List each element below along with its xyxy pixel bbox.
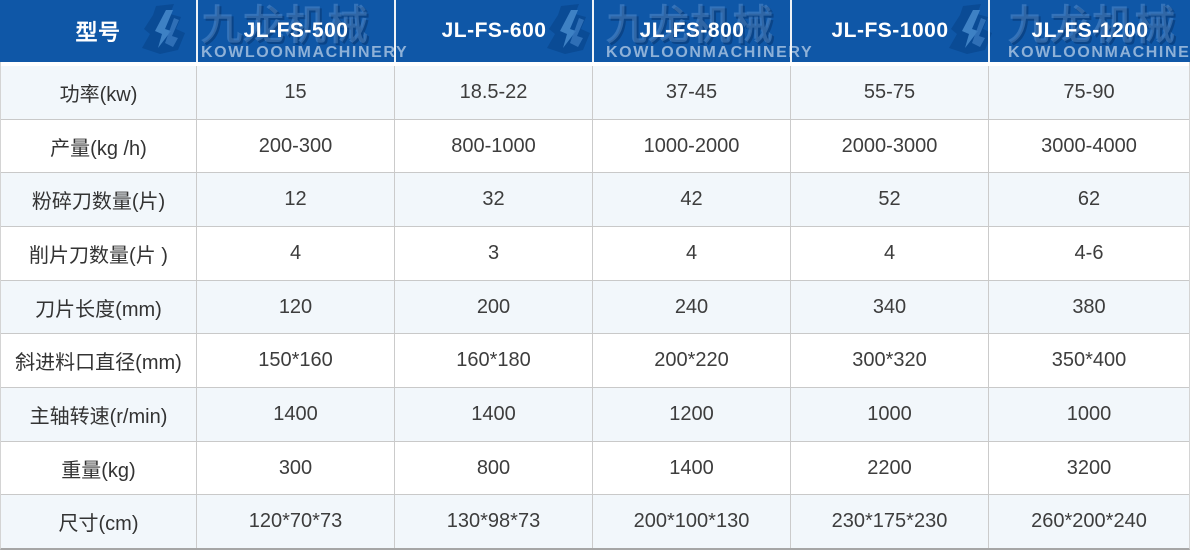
table-row: 粉碎刀数量(片) 12 32 42 52 62	[1, 172, 1189, 227]
spec-value-cell: 200*100*130	[592, 495, 790, 549]
spec-value-cell: 15	[196, 66, 394, 119]
model-column-label: 型号	[75, 20, 121, 45]
table-row: 削片刀数量(片 ) 4 3 4 4 4-6	[1, 226, 1189, 280]
spec-value-cell: 1400	[592, 441, 790, 495]
spec-value-cell: 55-75	[790, 66, 988, 119]
row-label: 斜进料口直径(mm)	[15, 352, 182, 375]
spec-value-cell: 4	[592, 227, 790, 280]
table-row: 功率(kw) 15 18.5-22 37-45 55-75 75-90	[1, 66, 1189, 119]
header-cell-model-label: 型号	[0, 0, 196, 62]
spec-value-cell: 1400	[394, 388, 592, 441]
spec-value-cell: 130*98*73	[394, 495, 592, 549]
spec-value-cell: 1000-2000	[592, 119, 790, 173]
header-cell-model: JL-FS-800	[592, 0, 790, 62]
row-label: 削片刀数量(片 )	[29, 244, 168, 267]
spec-value-cell: 260*200*240	[988, 495, 1189, 549]
model-name: JL-FS-1000	[831, 19, 949, 42]
spec-value-cell: 4-6	[988, 227, 1189, 280]
spec-value-cell: 75-90	[988, 66, 1189, 119]
table-row: 重量(kg) 300 800 1400 2200 3200	[1, 440, 1189, 495]
spec-value-cell: 200*220	[592, 334, 790, 388]
header-cell-model: JL-FS-500	[196, 0, 394, 62]
table-row: 产量(kg /h) 200-300 800-1000 1000-2000 2000-30…	[1, 118, 1189, 173]
spec-value-cell: 350*400	[988, 334, 1189, 388]
spec-value-cell: 120	[196, 280, 394, 334]
spec-value-cell: 1000	[988, 388, 1189, 441]
spec-value-cell: 42	[592, 173, 790, 227]
spec-value-cell: 1400	[196, 388, 394, 441]
spec-value-cell: 62	[988, 173, 1189, 227]
model-name: JL-FS-600	[441, 19, 547, 42]
spec-value-cell: 380	[988, 280, 1189, 334]
header-cell-model: JL-FS-1200	[988, 0, 1190, 62]
table-body: 功率(kw) 15 18.5-22 37-45 55-75 75-90 产量(kg /h) 2…	[0, 62, 1190, 550]
spec-value-cell: 800-1000	[394, 119, 592, 173]
row-label: 刀片长度(mm)	[35, 298, 162, 321]
spec-value-cell: 240	[592, 280, 790, 334]
spec-value-cell: 340	[790, 280, 988, 334]
spec-value-cell: 37-45	[592, 66, 790, 119]
spec-value-cell: 300	[196, 441, 394, 495]
header-cell-model: JL-FS-1000	[790, 0, 988, 62]
spec-value-cell: 3000-4000	[988, 119, 1189, 173]
model-name: JL-FS-500	[243, 19, 349, 42]
row-label: 尺寸(cm)	[58, 513, 139, 536]
spec-value-cell: 160*180	[394, 334, 592, 388]
spec-value-cell: 150*160	[196, 334, 394, 388]
model-name: JL-FS-1200	[1031, 19, 1149, 42]
spec-value-cell: 300*320	[790, 334, 988, 388]
spec-value-cell: 3	[394, 227, 592, 280]
spec-value-cell: 18.5-22	[394, 66, 592, 119]
row-label: 产量(kg /h)	[50, 137, 147, 160]
row-label: 重量(kg)	[61, 459, 136, 482]
spec-value-cell: 230*175*230	[790, 495, 988, 549]
spec-value-cell: 200	[394, 280, 592, 334]
spec-value-cell: 52	[790, 173, 988, 227]
spec-value-cell: 2000-3000	[790, 119, 988, 173]
spec-value-cell: 4	[790, 227, 988, 280]
table-row: 刀片长度(mm) 120 200 240 340 380	[1, 279, 1189, 334]
table-row: 尺寸(cm) 120*70*73 130*98*73 200*100*130 230*1…	[1, 494, 1189, 549]
header-cell-model: JL-FS-600	[394, 0, 592, 62]
row-label: 功率(kw)	[59, 83, 138, 106]
spec-value-cell: 3200	[988, 441, 1189, 495]
spec-value-cell: 1000	[790, 388, 988, 441]
spec-value-cell: 200-300	[196, 119, 394, 173]
model-name: JL-FS-800	[639, 19, 745, 42]
spec-value-cell: 1200	[592, 388, 790, 441]
table-row: 斜进料口直径(mm) 150*160 160*180 200*220 300*320 35…	[1, 333, 1189, 388]
spec-value-cell: 120*70*73	[196, 495, 394, 549]
spec-value-cell: 2200	[790, 441, 988, 495]
row-label: 粉碎刀数量(片)	[31, 191, 166, 214]
table-header-row: 九龙机械 KOWLOONMACHINERY 九龙机械 KOWLOONMACHINERY…	[0, 0, 1190, 62]
spec-value-cell: 800	[394, 441, 592, 495]
spec-value-cell: 12	[196, 173, 394, 227]
spec-value-cell: 32	[394, 173, 592, 227]
row-label: 主轴转速(r/min)	[29, 405, 168, 428]
table-row: 主轴转速(r/min) 1400 1400 1200 1000 1000	[1, 387, 1189, 441]
spec-value-cell: 4	[196, 227, 394, 280]
